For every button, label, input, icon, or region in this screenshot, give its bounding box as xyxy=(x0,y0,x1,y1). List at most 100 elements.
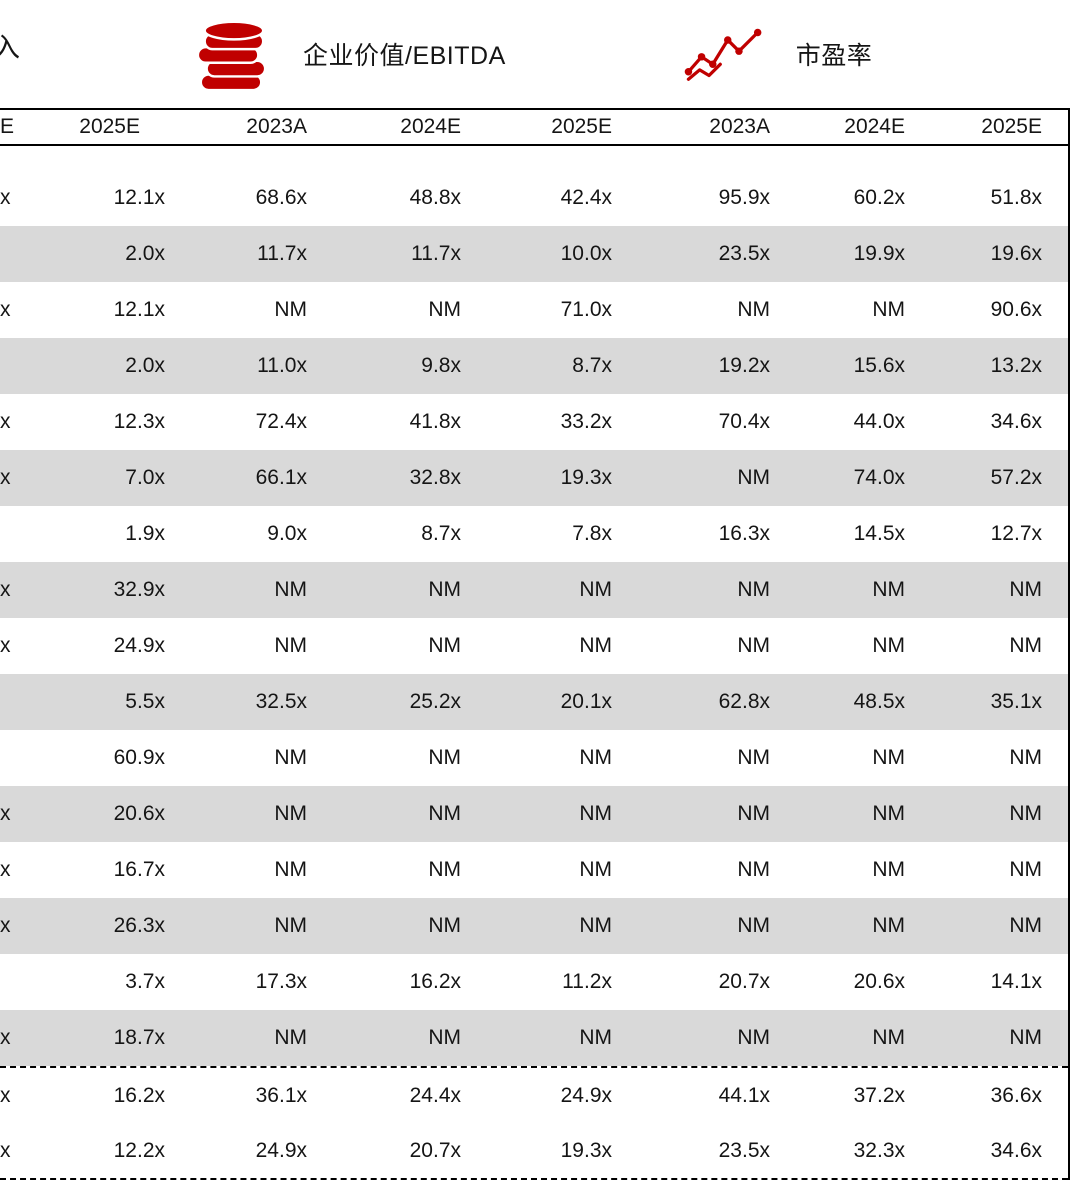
partial-revenue-label: 入 xyxy=(0,33,20,63)
edge-cell: x xyxy=(0,914,11,937)
line-chart-icon xyxy=(684,25,764,83)
value-cell: NM xyxy=(737,466,770,489)
header-cell: 2024E xyxy=(844,115,905,138)
value-cell: 9.8x xyxy=(421,354,461,377)
value-cell: 24.4x xyxy=(409,1084,461,1107)
value-cell: 19.3x xyxy=(560,466,612,489)
value-cell: 8.7x xyxy=(572,354,612,377)
value-cell: NM xyxy=(428,634,461,657)
value-cell: 20.7x xyxy=(718,970,770,993)
value-cell: NM xyxy=(872,746,905,769)
value-cell: 60.2x xyxy=(853,186,905,209)
value-cell: 16.2x xyxy=(113,1084,165,1107)
value-cell: NM xyxy=(737,634,770,657)
value-cell: NM xyxy=(579,634,612,657)
value-cell: NM xyxy=(1009,634,1042,657)
value-cell: 11.0x xyxy=(257,354,307,377)
value-cell: 16.3x xyxy=(718,522,770,545)
table-row: 2.0x 11.0x 9.8x 8.7x 19.2x 15.6x 13.2x xyxy=(0,338,1068,394)
table-row: x 24.9x NM NM NM NM NM NM xyxy=(0,618,1068,674)
value-cell: NM xyxy=(274,1026,307,1049)
value-cell: 2.0x xyxy=(125,354,165,377)
value-cell: NM xyxy=(737,1026,770,1049)
value-cell: 18.7x xyxy=(113,1026,165,1049)
header-row: E 2025E 2023A 2024E 2025E 2023A 2024E 2025E xyxy=(0,108,1068,146)
table-row: x 12.3x 72.4x 41.8x 33.2x 70.4x 44.0x 34.6x xyxy=(0,394,1068,450)
table-body: x 12.1x 68.6x 48.8x 42.4x 95.9x 60.2x 51.8x 2.0x… xyxy=(0,146,1068,1066)
value-cell: NM xyxy=(872,914,905,937)
value-cell: 12.1x xyxy=(113,298,165,321)
table-row: x 7.0x 66.1x 32.8x 19.3x NM 74.0x 57.2x xyxy=(0,450,1068,506)
table-row: 1.9x 9.0x 8.7x 7.8x 16.3x 14.5x 12.7x xyxy=(0,506,1068,562)
legend-item-pe: 市盈率 xyxy=(684,25,873,83)
table-row: x 26.3x NM NM NM NM NM NM xyxy=(0,898,1068,954)
pe-ratio-label: 市盈率 xyxy=(795,42,873,70)
value-cell: 41.8x xyxy=(409,410,461,433)
value-cell: 35.1x xyxy=(990,690,1042,713)
table-row: x 12.1x 68.6x 48.8x 42.4x 95.9x 60.2x 51.8x xyxy=(0,170,1068,226)
value-cell: NM xyxy=(579,802,612,825)
table-row: x 18.7x NM NM NM NM NM NM xyxy=(0,1010,1068,1066)
value-cell: 19.9x xyxy=(853,242,905,265)
valuation-table: E 2025E 2023A 2024E 2025E 2023A 2024E 2025E x 12… xyxy=(0,108,1070,1180)
table-row: 60.9x NM NM NM NM NM NM xyxy=(0,730,1068,786)
header-cell: 2025E xyxy=(551,115,612,138)
value-cell: 74.0x xyxy=(853,466,905,489)
header-cell: 2024E xyxy=(400,115,461,138)
value-cell: 16.2x xyxy=(409,970,461,993)
edge-cell: x xyxy=(0,858,11,881)
value-cell: 5.5x xyxy=(125,690,165,713)
value-cell: 48.8x xyxy=(409,186,461,209)
edge-cell xyxy=(0,730,18,786)
value-cell: 11.7x xyxy=(257,242,307,265)
value-cell: NM xyxy=(579,1026,612,1049)
value-cell: 8.7x xyxy=(421,522,461,545)
value-cell: NM xyxy=(872,802,905,825)
value-cell: NM xyxy=(274,578,307,601)
summary-row: x 16.2x 36.1x 24.4x 24.9x 44.1x 37.2x 36.6x xyxy=(0,1068,1068,1123)
value-cell: 24.9x xyxy=(560,1084,612,1107)
edge-cell: x xyxy=(0,1026,11,1049)
value-cell: NM xyxy=(274,746,307,769)
value-cell: 11.7x xyxy=(411,242,461,265)
value-cell: 72.4x xyxy=(255,410,307,433)
value-cell: NM xyxy=(274,634,307,657)
value-cell: NM xyxy=(428,298,461,321)
summary-box: x 16.2x 36.1x 24.4x 24.9x 44.1x 37.2x 36.6x x 12.… xyxy=(0,1066,1068,1180)
value-cell: NM xyxy=(737,914,770,937)
value-cell: NM xyxy=(737,858,770,881)
coins-icon xyxy=(193,14,271,94)
edge-cell xyxy=(0,226,18,282)
value-cell: 25.2x xyxy=(409,690,461,713)
table-row: 5.5x 32.5x 25.2x 20.1x 62.8x 48.5x 35.1x xyxy=(0,674,1068,730)
value-cell: 20.6x xyxy=(853,970,905,993)
value-cell: 20.7x xyxy=(409,1139,461,1162)
value-cell: 3.7x xyxy=(125,970,165,993)
value-cell: 66.1x xyxy=(255,466,307,489)
edge-cell: x xyxy=(0,1139,11,1162)
value-cell: 19.6x xyxy=(990,242,1042,265)
edge-cell: x xyxy=(0,466,11,489)
value-cell: 11.2x xyxy=(562,970,612,993)
value-cell: 15.6x xyxy=(853,354,905,377)
value-cell: NM xyxy=(737,746,770,769)
value-cell: 26.3x xyxy=(113,914,165,937)
value-cell: 13.2x xyxy=(990,354,1042,377)
value-cell: 7.8x xyxy=(572,522,612,545)
value-cell: 36.6x xyxy=(990,1084,1042,1107)
edge-cell xyxy=(0,338,18,394)
value-cell: NM xyxy=(737,578,770,601)
value-cell: 14.5x xyxy=(853,522,905,545)
edge-cell: x xyxy=(0,578,11,601)
value-cell: NM xyxy=(737,298,770,321)
value-cell: NM xyxy=(872,1026,905,1049)
value-cell: 7.0x xyxy=(125,466,165,489)
value-cell: 10.0x xyxy=(560,242,612,265)
value-cell: NM xyxy=(737,802,770,825)
value-cell: 36.1x xyxy=(255,1084,307,1107)
value-cell: 20.1x xyxy=(560,690,612,713)
table-row: x 12.1x NM NM 71.0x NM NM 90.6x xyxy=(0,282,1068,338)
value-cell: NM xyxy=(428,746,461,769)
edge-cell: x xyxy=(0,802,11,825)
